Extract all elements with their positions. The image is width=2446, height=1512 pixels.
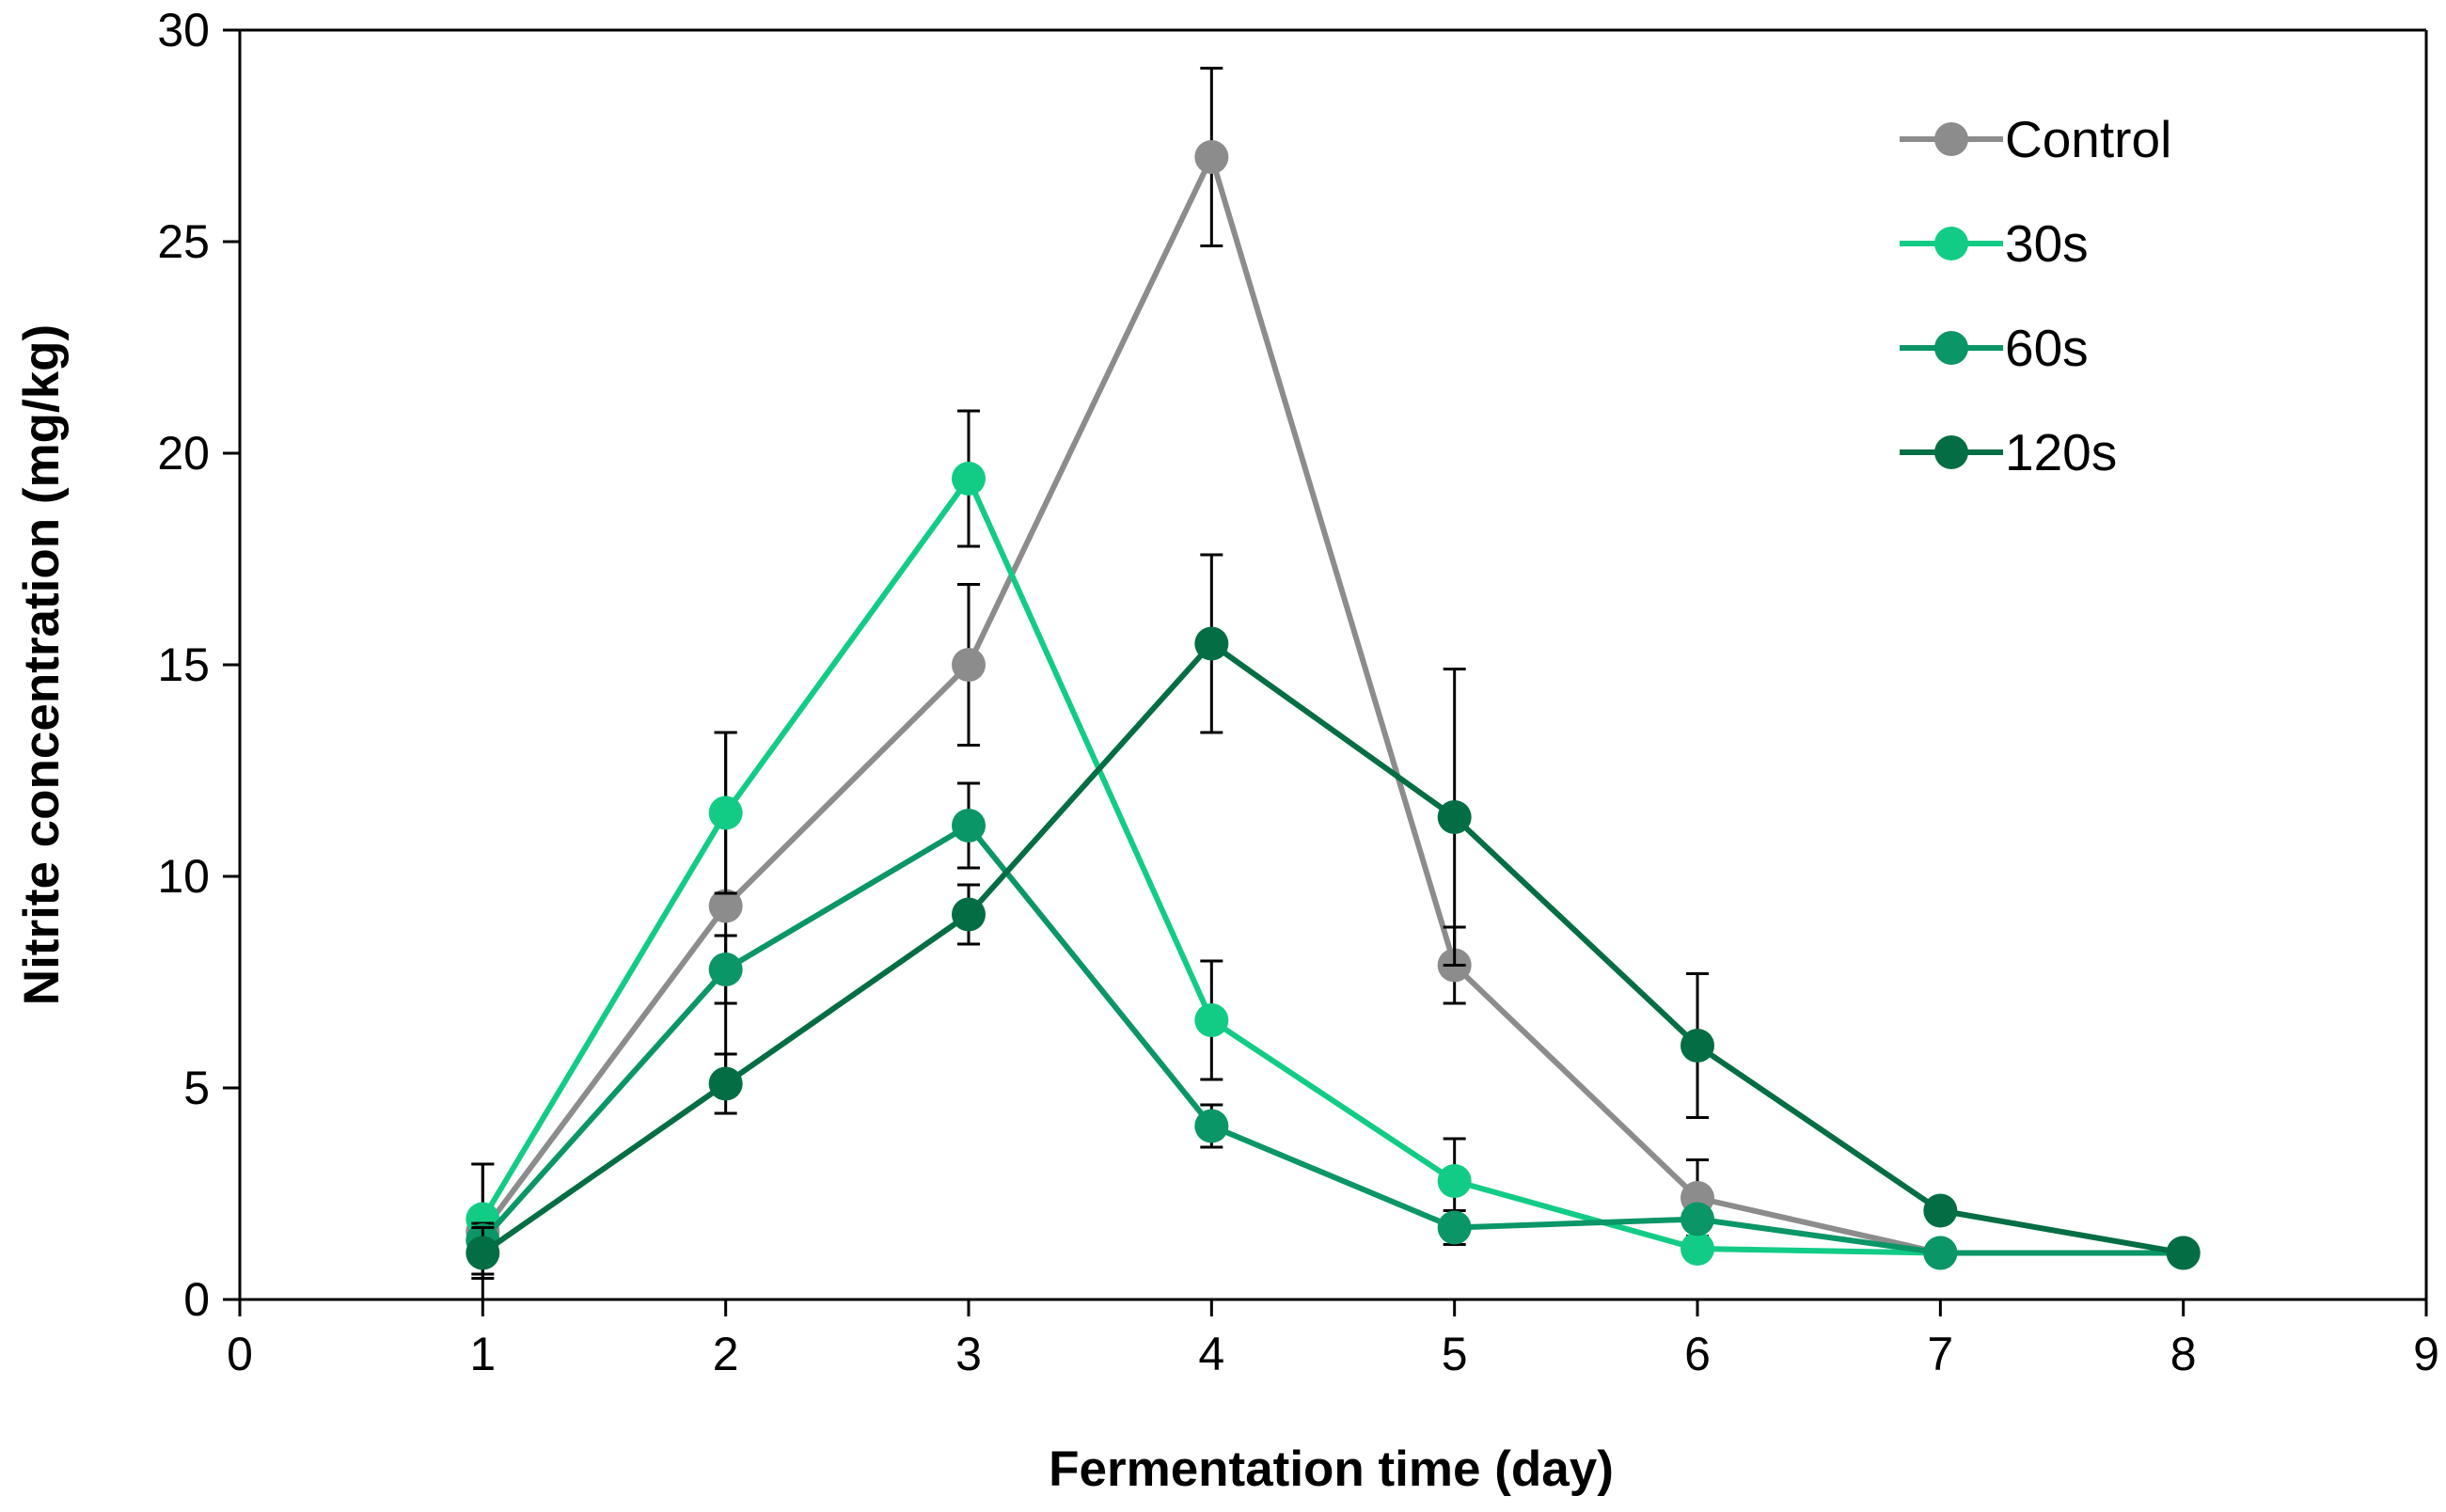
legend-label: 120s	[2005, 423, 2117, 481]
data-point	[1194, 1003, 1229, 1037]
legend-item: 30s	[1900, 214, 2089, 273]
x-tick-label: 9	[2413, 1328, 2439, 1380]
series-line	[481, 823, 2184, 1256]
data-point	[708, 795, 743, 830]
legend-marker	[1934, 122, 1968, 156]
y-tick-label: 5	[183, 1062, 210, 1114]
y-axis-title: Nitrite concentration (mg/kg)	[14, 324, 70, 1005]
data-point	[708, 889, 743, 923]
x-tick-label: 0	[227, 1328, 253, 1380]
x-axis-title: Fermentation time (day)	[1049, 1441, 1614, 1497]
series-line	[480, 154, 2184, 1256]
legend-item: Control	[1900, 110, 2171, 168]
x-tick-label: 6	[1684, 1328, 1711, 1380]
data-point	[952, 648, 986, 682]
series-line	[481, 640, 2185, 1256]
data-point	[1923, 1236, 1958, 1270]
legend-marker	[1934, 435, 1968, 469]
series-line	[480, 476, 2184, 1256]
y-tick-label: 25	[157, 215, 210, 268]
data-point	[708, 1066, 743, 1101]
x-tick-label: 3	[955, 1328, 982, 1380]
legend-marker	[1934, 227, 1968, 260]
legend-label: Control	[2005, 110, 2171, 168]
x-tick-label: 4	[1198, 1328, 1224, 1380]
data-point	[1681, 1029, 1714, 1063]
x-tick-label: 7	[1927, 1328, 1953, 1380]
data-point	[952, 462, 986, 496]
y-tick-label: 20	[157, 427, 210, 480]
data-point	[952, 809, 986, 843]
x-ticks: 0 1 2 3 4 5 6 7 8 9	[227, 1299, 2439, 1380]
data-point	[1681, 1232, 1714, 1266]
axes	[238, 28, 2428, 1301]
legend-marker	[1934, 331, 1968, 365]
series-30s	[466, 409, 2201, 1276]
y-tick-label: 30	[157, 4, 210, 56]
series-120s	[466, 553, 2201, 1280]
x-tick-label: 5	[1442, 1328, 1468, 1380]
legend: Control 30s 60s 120s	[1900, 110, 2171, 481]
data-point	[952, 897, 986, 932]
data-point	[1437, 1210, 1472, 1245]
y-tick-label: 15	[157, 638, 210, 691]
x-tick-label: 1	[469, 1328, 496, 1380]
y-tick-label: 0	[183, 1273, 210, 1326]
legend-label: 60s	[2005, 319, 2089, 377]
data-point	[1437, 1164, 1472, 1198]
legend-label: 30s	[2005, 214, 2089, 273]
x-tick-label: 8	[2170, 1328, 2197, 1380]
data-point	[1437, 800, 1472, 834]
data-point	[1681, 1202, 1714, 1236]
legend-item: 120s	[1900, 423, 2117, 481]
data-point	[466, 1236, 500, 1270]
data-point	[708, 953, 743, 986]
x-tick-label: 2	[713, 1328, 739, 1380]
data-point	[1194, 140, 1229, 174]
data-point	[1194, 1109, 1229, 1143]
series-group	[466, 67, 2201, 1301]
data-point	[1194, 626, 1229, 661]
legend-item: 60s	[1900, 319, 2089, 377]
data-point	[2166, 1236, 2201, 1270]
data-point	[1923, 1193, 1958, 1228]
series-60s	[466, 781, 2201, 1270]
y-tick-label: 10	[157, 850, 210, 903]
y-ticks: 0 5 10 15 20 25 30	[157, 4, 240, 1326]
